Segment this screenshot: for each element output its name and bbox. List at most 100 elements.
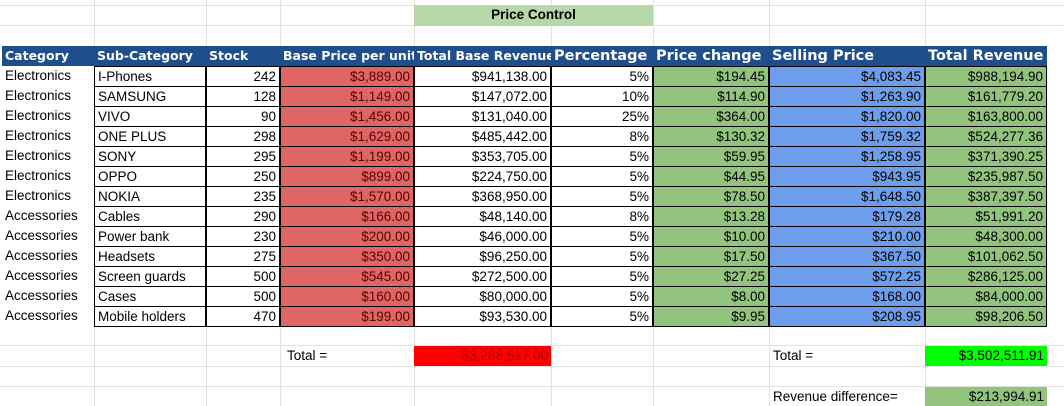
cell-category[interactable]: Electronics [5,108,72,123]
cell-category[interactable]: Electronics [5,88,72,103]
cell-percentage[interactable]: 5% [551,306,653,327]
cell-percentage[interactable]: 5% [551,146,653,167]
cell-category[interactable]: Electronics [5,188,72,203]
cell-category[interactable]: Accessories [5,208,78,223]
cell-sub-category[interactable]: Cases [94,286,206,307]
cell-base-price[interactable]: $1,629.00 [280,126,414,147]
cell-category[interactable]: Electronics [5,148,72,163]
cell-selling-price[interactable]: $572.25 [769,266,925,287]
revenue-difference-label[interactable]: Revenue difference= [773,389,898,404]
cell-category[interactable]: Electronics [5,168,72,183]
cell-percentage[interactable]: 5% [551,286,653,307]
cell-selling-price[interactable]: $943.95 [769,166,925,187]
cell-stock[interactable]: 500 [206,266,280,287]
cell-stock[interactable]: 250 [206,166,280,187]
cell-selling-price[interactable]: $367.50 [769,246,925,267]
cell-price-change[interactable]: $17.50 [653,246,769,267]
cell-total-base-revenue[interactable]: $131,040.00 [414,106,551,127]
cell-price-change[interactable]: $9.95 [653,306,769,327]
cell-selling-price[interactable]: $1,820.00 [769,106,925,127]
cell-sub-category[interactable]: ONE PLUS [94,126,206,147]
cell-stock[interactable]: 90 [206,106,280,127]
sheet-title[interactable]: Price Control [414,5,653,26]
cell-base-price[interactable]: $350.00 [280,246,414,267]
cell-price-change[interactable]: $194.45 [653,66,769,87]
header-selling-price[interactable]: Selling Price [769,46,925,66]
cell-stock[interactable]: 235 [206,186,280,207]
total-revenue-label[interactable]: Total = [773,348,814,363]
cell-selling-price[interactable]: $179.28 [769,206,925,227]
cell-selling-price[interactable]: $1,759.32 [769,126,925,147]
header-total-base-revenue[interactable]: Total Base Revenue [414,46,551,66]
cell-price-change[interactable]: $10.00 [653,226,769,247]
cell-total-revenue[interactable]: $98,206.50 [925,306,1047,327]
cell-stock[interactable]: 128 [206,86,280,107]
cell-category[interactable]: Accessories [5,268,78,283]
cell-base-price[interactable]: $1,149.00 [280,86,414,107]
cell-total-base-revenue[interactable]: $224,750.00 [414,166,551,187]
cell-selling-price[interactable]: $4,083.45 [769,66,925,87]
cell-base-price[interactable]: $545.00 [280,266,414,287]
cell-price-change[interactable]: $13.28 [653,206,769,227]
cell-total-base-revenue[interactable]: $93,530.00 [414,306,551,327]
cell-sub-category[interactable]: SONY [94,146,206,167]
cell-price-change[interactable]: $364.00 [653,106,769,127]
header-stock[interactable]: Stock [206,46,280,66]
cell-selling-price[interactable]: $1,648.50 [769,186,925,207]
cell-price-change[interactable]: $59.95 [653,146,769,167]
cell-total-base-revenue[interactable]: $941,138.00 [414,66,551,87]
cell-total-revenue[interactable]: $235,987.50 [925,166,1047,187]
header-base-price[interactable]: Base Price per unit [280,46,414,66]
cell-stock[interactable]: 500 [206,286,280,307]
header-category[interactable]: Category [2,46,94,66]
cell-sub-category[interactable]: Power bank [94,226,206,247]
cell-percentage[interactable]: 8% [551,206,653,227]
cell-total-base-revenue[interactable]: $147,072.00 [414,86,551,107]
cell-stock[interactable]: 230 [206,226,280,247]
cell-stock[interactable]: 298 [206,126,280,147]
cell-base-price[interactable]: $199.00 [280,306,414,327]
cell-category[interactable]: Accessories [5,248,78,263]
cell-stock[interactable]: 295 [206,146,280,167]
cell-total-base-revenue[interactable]: $368,950.00 [414,186,551,207]
cell-selling-price[interactable]: $1,263.90 [769,86,925,107]
total-revenue-value[interactable]: $3,502,511.91 [925,346,1047,366]
header-sub-category[interactable]: Sub-Category [94,46,206,66]
cell-category[interactable]: Electronics [5,128,72,143]
cell-price-change[interactable]: $78.50 [653,186,769,207]
cell-sub-category[interactable]: NOKIA [94,186,206,207]
cell-base-price[interactable]: $1,570.00 [280,186,414,207]
cell-sub-category[interactable]: Headsets [94,246,206,267]
cell-stock[interactable]: 242 [206,66,280,87]
cell-stock[interactable]: 470 [206,306,280,327]
cell-selling-price[interactable]: $168.00 [769,286,925,307]
cell-sub-category[interactable]: Mobile holders [94,306,206,327]
cell-price-change[interactable]: $27.25 [653,266,769,287]
cell-total-revenue[interactable]: $286,125.00 [925,266,1047,287]
cell-total-base-revenue[interactable]: $353,705.00 [414,146,551,167]
cell-price-change[interactable]: $114.90 [653,86,769,107]
cell-category[interactable]: Accessories [5,308,78,323]
cell-selling-price[interactable]: $208.95 [769,306,925,327]
cell-sub-category[interactable]: VIVO [94,106,206,127]
cell-category[interactable]: Accessories [5,288,78,303]
cell-sub-category[interactable]: OPPO [94,166,206,187]
cell-sub-category[interactable]: I-Phones [94,66,206,87]
cell-percentage[interactable]: 5% [551,166,653,187]
cell-total-revenue[interactable]: $161,779.20 [925,86,1047,107]
header-total-revenue[interactable]: Total Revenue [925,46,1047,66]
cell-total-base-revenue[interactable]: $80,000.00 [414,286,551,307]
cell-total-revenue[interactable]: $48,300.00 [925,226,1047,247]
cell-percentage[interactable]: 5% [551,66,653,87]
cell-category[interactable]: Electronics [5,68,72,83]
cell-percentage[interactable]: 8% [551,126,653,147]
cell-stock[interactable]: 275 [206,246,280,267]
cell-total-revenue[interactable]: $163,800.00 [925,106,1047,127]
total-base-value[interactable]: $3,288,517.00 [414,346,551,366]
cell-percentage[interactable]: 5% [551,246,653,267]
cell-base-price[interactable]: $1,456.00 [280,106,414,127]
cell-percentage[interactable]: 5% [551,226,653,247]
cell-percentage[interactable]: 5% [551,186,653,207]
cell-sub-category[interactable]: Screen guards [94,266,206,287]
cell-percentage[interactable]: 10% [551,86,653,107]
